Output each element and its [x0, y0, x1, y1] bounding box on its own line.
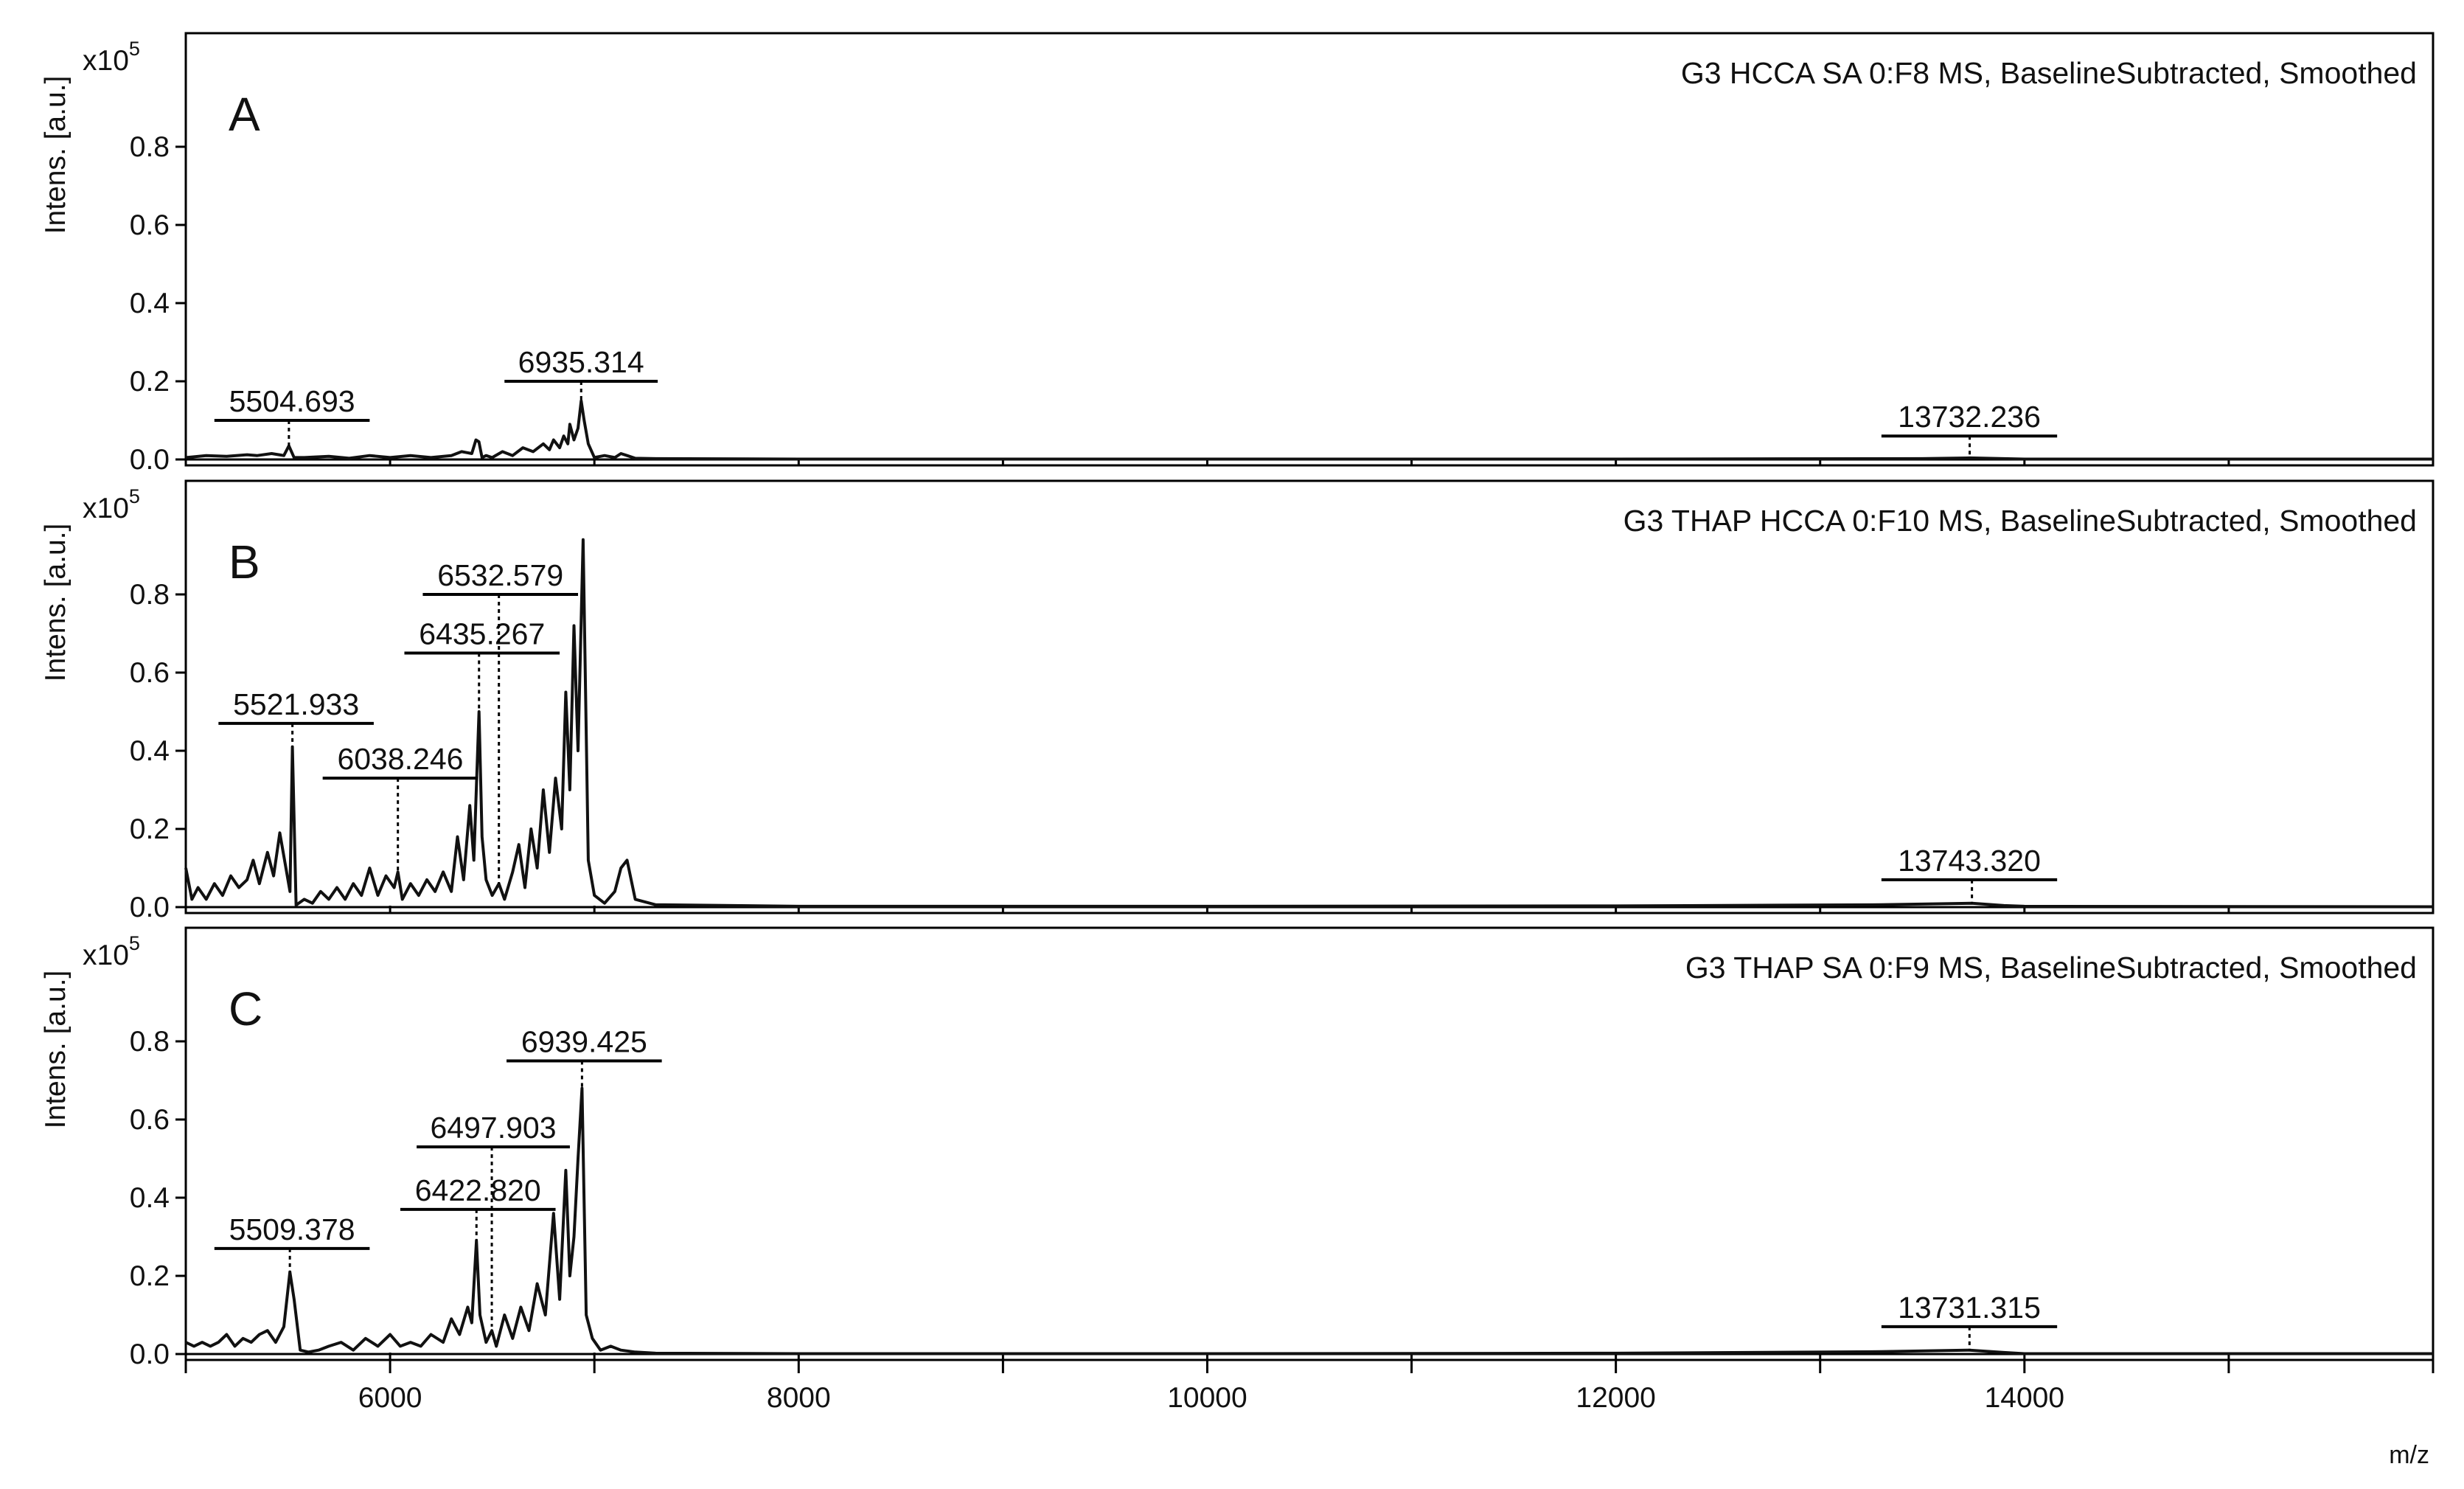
peak-annotation: 5509.378: [214, 1212, 370, 1272]
peak-label: 6038.246: [337, 742, 463, 776]
y-tick-label: 0.6: [130, 1104, 170, 1136]
y-tick-label: 0.2: [130, 1260, 170, 1292]
y-tick-label: 0.4: [130, 735, 170, 767]
peak-label: 6939.425: [521, 1025, 647, 1059]
peak-label: 6532.579: [437, 558, 563, 592]
panel-title: G3 THAP HCCA 0:F10 MS, BaselineSubtracte…: [1623, 504, 2417, 538]
x-tick-label: 8000: [767, 1382, 831, 1414]
y-tick-label: 0.0: [130, 892, 170, 923]
panel-letter: C: [229, 982, 262, 1035]
peak-annotation: 13731.315: [1881, 1291, 2058, 1350]
y-axis-label: Intens. [a.u.]: [40, 971, 72, 1129]
peak-label: 5504.693: [229, 384, 355, 418]
plot-frame: [184, 32, 2435, 467]
plot-frame: [184, 926, 2435, 1361]
peak-annotation: 5521.933: [218, 687, 374, 747]
x-axis-label: m/z: [2389, 1441, 2429, 1469]
y-axis-label: Intens. [a.u.]: [40, 524, 72, 682]
peak-annotation: 6939.425: [507, 1025, 662, 1089]
peak-label: 5509.378: [229, 1212, 355, 1246]
y-tick-label: 0.8: [130, 579, 170, 611]
peak-label: 6935.314: [518, 345, 644, 379]
spectrum-line: [185, 399, 2433, 461]
peak-annotation: 6532.579: [422, 558, 579, 884]
peak-label: 6435.267: [419, 617, 545, 651]
x-tick-label: 14000: [1985, 1382, 2064, 1414]
spectrum-line: [184, 538, 2434, 909]
peak-annotation: 6422.820: [400, 1173, 556, 1241]
peak-label: 13743.320: [1898, 844, 2041, 878]
peak-label: 6422.820: [415, 1173, 541, 1207]
peak-label: 13731.315: [1898, 1291, 2041, 1325]
peak-label: 13732.236: [1898, 400, 2041, 434]
y-scale-exponent-power: 5: [129, 932, 140, 954]
y-tick-label: 0.4: [130, 288, 170, 319]
y-tick-label: 0.2: [130, 813, 170, 845]
y-tick-label: 0.8: [130, 1026, 170, 1058]
peak-annotation: 13732.236: [1881, 400, 2058, 458]
peak-annotation: 6038.246: [322, 742, 478, 872]
spectrum-line: [185, 1086, 2433, 1356]
y-tick-label: 0.6: [130, 657, 170, 689]
y-tick-label: 0.0: [130, 444, 170, 476]
peak-annotation: 6435.267: [404, 617, 560, 712]
panel-title: G3 HCCA SA 0:F8 MS, BaselineSubtracted, …: [1681, 56, 2417, 90]
y-tick-label: 0.6: [130, 209, 170, 241]
y-scale-exponent-power: 5: [129, 485, 140, 507]
y-tick-label: 0.2: [130, 366, 170, 398]
panel-title: G3 THAP SA 0:F9 MS, BaselineSubtracted, …: [1685, 951, 2417, 985]
y-tick-label: 0.4: [130, 1182, 170, 1214]
x-axis: 6000 8000 10000 12000 14000 m/z: [184, 1360, 2435, 1469]
x-tick-label: 12000: [1576, 1382, 1655, 1414]
x-tick-label: 10000: [1167, 1382, 1247, 1414]
peak-annotation: 13743.320: [1881, 844, 2058, 903]
y-tick-label: 0.0: [130, 1339, 170, 1370]
y-tick-label: 0.8: [130, 131, 170, 163]
peak-label: 5521.933: [233, 687, 359, 721]
peak-annotation: 5504.693: [214, 384, 370, 446]
peak-annotation: 6497.903: [417, 1111, 570, 1327]
y-scale-exponent-power: 5: [129, 38, 140, 60]
y-axis-label: Intens. [a.u.]: [40, 76, 72, 235]
panel-letter: A: [229, 88, 260, 141]
panel-letter: B: [229, 535, 260, 589]
peak-label: 6497.903: [431, 1111, 557, 1145]
x-tick-label: 6000: [358, 1382, 422, 1414]
peak-annotation: 6935.314: [504, 345, 658, 401]
plot-frame: [184, 479, 2435, 914]
